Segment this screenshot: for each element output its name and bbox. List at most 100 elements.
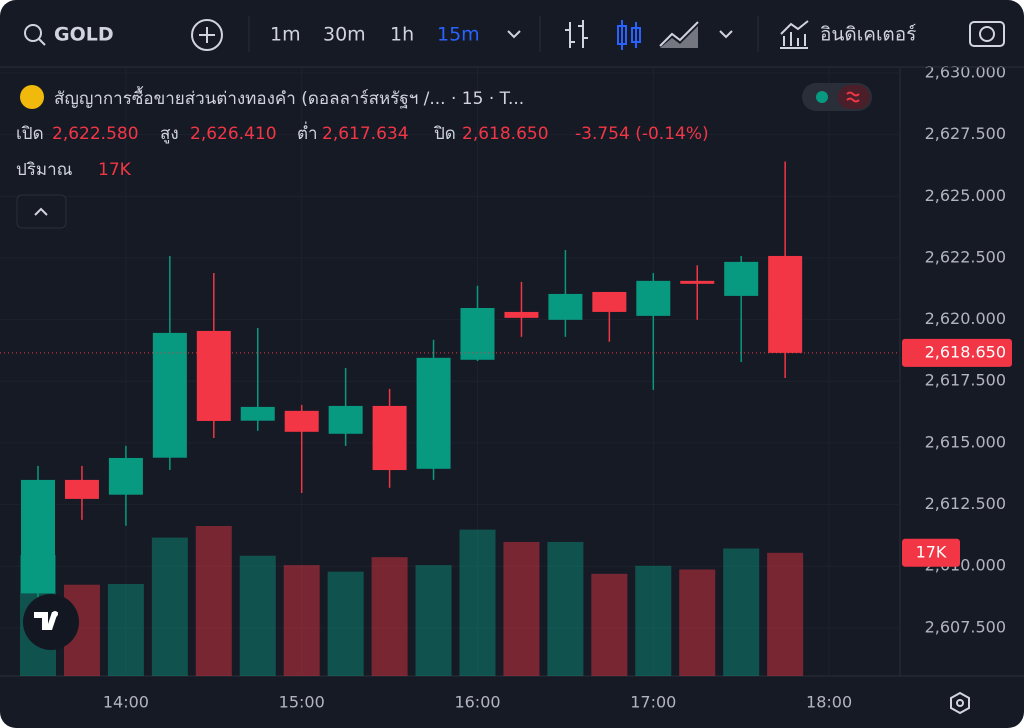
- candles-icon[interactable]: [617, 20, 641, 50]
- volume-bar: [591, 573, 628, 676]
- status-dot: [816, 91, 828, 103]
- low-label: ต่ำ: [297, 121, 318, 144]
- y-tick-label: 2,617.500: [925, 371, 1006, 390]
- tv-logo-mark: [52, 611, 58, 617]
- symbol-logo: [20, 85, 44, 109]
- interval[interactable]: 30m: [323, 24, 366, 46]
- settings: [950, 691, 970, 715]
- indicators[interactable]: อินดิเคเตอร์: [820, 24, 916, 46]
- volume-tag: [902, 538, 960, 567]
- bars-icon[interactable]: [565, 20, 588, 48]
- chart-type-dropdown[interactable]: [719, 30, 733, 39]
- volume-bar: [239, 555, 276, 676]
- x-tick-label: 15:00: [279, 693, 325, 712]
- volume-bar: [283, 565, 320, 676]
- y-tick-label: 2,625.000: [925, 186, 1006, 205]
- candle-body: [680, 280, 715, 284]
- add-symbol[interactable]: [191, 19, 223, 51]
- candle-body: [724, 261, 759, 296]
- interval[interactable]: 1m: [270, 24, 301, 46]
- last-price-label: 2,618.650: [925, 342, 1006, 361]
- volume-bar: [767, 552, 804, 676]
- open-label: เปิด: [16, 124, 44, 144]
- status-icon: [846, 91, 860, 103]
- legend-title: สัญญาการซื้อขายส่วนต่างทองคำ (ดอลลาร์สหร…: [54, 86, 524, 109]
- candle-body: [284, 410, 319, 432]
- status-pill: [838, 85, 870, 109]
- volume-tag-label: 17K: [916, 542, 947, 561]
- candle-body: [636, 280, 671, 316]
- high-value: 2,626.410: [190, 124, 277, 144]
- volume-value: 17K: [98, 160, 132, 180]
- x-tick-label: 16:00: [454, 693, 500, 712]
- high-label: สูง: [160, 124, 179, 144]
- candle-body: [372, 405, 407, 471]
- candle-body: [328, 405, 363, 434]
- y-tick-label: 2,615.000: [925, 432, 1006, 451]
- y-tick-label: 2,627.500: [925, 124, 1006, 143]
- area-icon[interactable]: [659, 21, 699, 47]
- candle-body: [108, 457, 143, 495]
- volume-bar: [679, 569, 716, 676]
- candle-body: [416, 357, 451, 469]
- settings-icon[interactable]: [950, 691, 970, 715]
- low-value: 2,617.634: [322, 124, 409, 144]
- search-icon: [38, 38, 46, 46]
- indicators-icon[interactable]: [780, 20, 809, 49]
- y-tick-label: 2,630.000: [925, 62, 1006, 81]
- volume-bar: [327, 571, 364, 676]
- collapse-button[interactable]: [16, 194, 67, 229]
- snapshot-icon: [979, 26, 995, 42]
- change: -3.754 (-0.14%): [575, 124, 709, 144]
- toolbar: GOLD 1m 30m 1h 15m อินดิเคเตอร์: [0, 16, 1024, 68]
- snapshot-icon[interactable]: [969, 21, 1005, 47]
- volume-label: ปริมาณ: [16, 160, 73, 180]
- candle-body: [460, 307, 495, 360]
- x-tick-label: 14:00: [103, 693, 149, 712]
- candle-body: [240, 406, 275, 421]
- volume-bar: [503, 541, 540, 676]
- candle-body: [548, 293, 583, 320]
- y-tick-label: 2,607.500: [925, 617, 1006, 636]
- y-tick-label: 2,612.500: [925, 494, 1006, 513]
- collapse-icon: [34, 207, 48, 216]
- symbol[interactable]: GOLD: [54, 24, 114, 46]
- volume-bar: [635, 565, 672, 676]
- settings-icon: [956, 699, 964, 707]
- open-value: 2,622.580: [52, 124, 139, 144]
- x-tick-label: 17:00: [630, 693, 676, 712]
- interval-dropdown[interactable]: [507, 30, 521, 39]
- tv-logo: [23, 594, 79, 650]
- candle-body: [21, 479, 55, 594]
- search-icon[interactable]: [24, 24, 42, 42]
- volume-bar: [371, 557, 408, 676]
- interval-active[interactable]: 15m: [437, 24, 480, 46]
- close-value: 2,618.650: [462, 124, 549, 144]
- add-symbol: [199, 27, 215, 43]
- tv-logo-mark: [34, 612, 58, 630]
- volume-bar: [415, 565, 452, 676]
- candle-body: [152, 332, 187, 458]
- last-price-tag: [902, 338, 1012, 367]
- interval[interactable]: 1h: [390, 24, 414, 46]
- candle-body: [592, 291, 627, 312]
- candle-body: [196, 330, 231, 421]
- volume-bar: [723, 548, 760, 676]
- volume-bar: [151, 537, 188, 676]
- candle-body: [64, 479, 99, 499]
- volume-bar: [107, 583, 144, 676]
- close-label: ปิด: [433, 124, 456, 144]
- candle-body: [504, 311, 539, 318]
- plot: 2,607.5002,610.0002,612.5002,615.0002,61…: [0, 62, 1024, 712]
- y-tick-label: 2,620.000: [925, 309, 1006, 328]
- volume-bar: [459, 529, 496, 676]
- candle-body: [768, 255, 803, 353]
- x-tick-label: 18:00: [806, 693, 852, 712]
- volume-bar: [547, 541, 584, 676]
- volume-bar: [195, 526, 232, 676]
- legend: สัญญาการซื้อขายส่วนต่างทองคำ (ดอลลาร์สหร…: [16, 83, 872, 229]
- y-tick-label: 2,622.500: [925, 247, 1006, 266]
- area-icon: [660, 26, 698, 48]
